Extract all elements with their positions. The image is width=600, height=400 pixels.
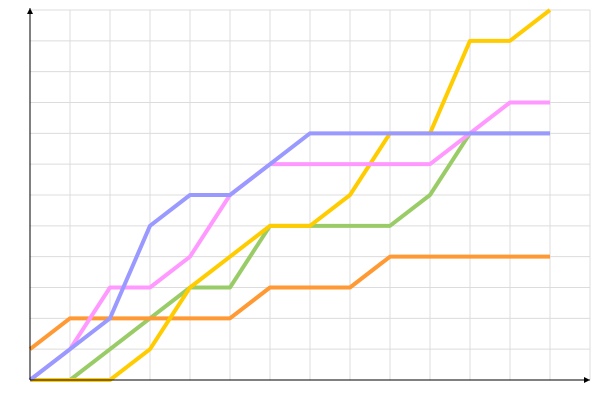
series-line: [28, 100, 550, 382]
series-line: [28, 254, 550, 351]
plot-area: [28, 8, 552, 382]
series-line: [28, 131, 550, 382]
grid: [29, 9, 591, 381]
series-line: [30, 8, 552, 382]
